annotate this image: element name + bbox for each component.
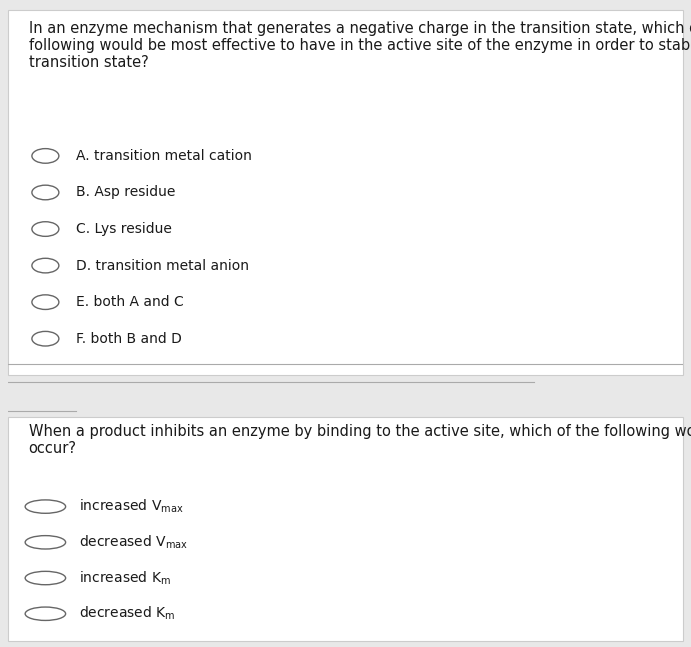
Text: D. transition metal anion: D. transition metal anion [76, 259, 249, 272]
Text: When a product inhibits an enzyme by binding to the active site, which of the fo: When a product inhibits an enzyme by bin… [28, 424, 691, 456]
Text: F. both B and D: F. both B and D [76, 332, 182, 345]
Text: increased V$_{\mathrm{max}}$: increased V$_{\mathrm{max}}$ [79, 498, 184, 515]
Text: C. Lys residue: C. Lys residue [76, 222, 171, 236]
Text: In an enzyme mechanism that generates a negative charge in the transition state,: In an enzyme mechanism that generates a … [28, 21, 691, 71]
Text: E. both A and C: E. both A and C [76, 295, 184, 309]
Text: B. Asp residue: B. Asp residue [76, 186, 175, 199]
Text: increased K$_{\mathrm{m}}$: increased K$_{\mathrm{m}}$ [79, 569, 171, 587]
Text: decreased K$_{\mathrm{m}}$: decreased K$_{\mathrm{m}}$ [79, 605, 176, 622]
Text: decreased V$_{\mathrm{max}}$: decreased V$_{\mathrm{max}}$ [79, 534, 189, 551]
Text: A. transition metal cation: A. transition metal cation [76, 149, 252, 163]
